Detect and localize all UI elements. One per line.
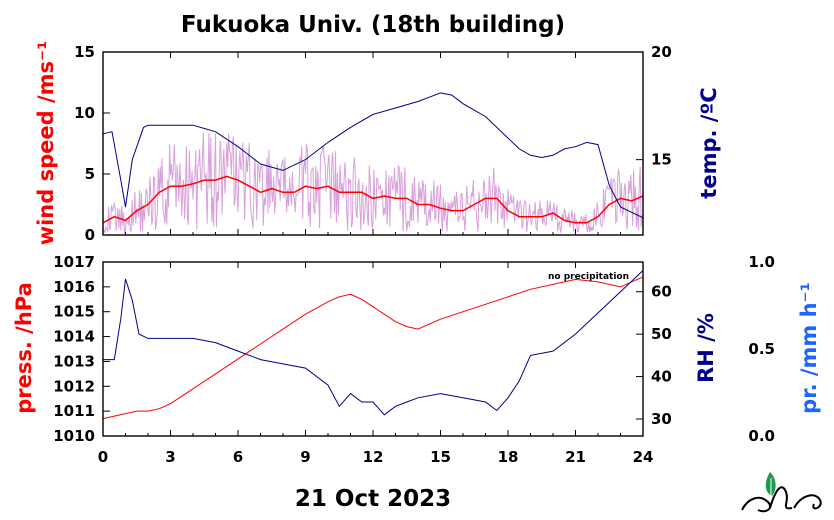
bottom-left-tick-label: 1013 [53, 352, 95, 370]
top-wind-speed-line [102, 175, 644, 224]
x-tick-label: 9 [300, 448, 310, 466]
x-tick-label: 15 [430, 448, 451, 466]
precipitation-note: no precipitation [548, 272, 629, 282]
x-tick-label: 6 [233, 448, 243, 466]
top-temperature-line [102, 92, 644, 219]
bottom-left-tick-label: 1011 [53, 402, 95, 420]
top-left-tick-label: 0 [85, 226, 95, 244]
chart-title: Fukuoka Univ. (18th building) [181, 12, 565, 38]
bottom-right-tick-label: 50 [651, 325, 672, 343]
precip-axis-label: pr. /mm h⁻¹ [797, 282, 821, 414]
bottom-pressure-line [102, 276, 644, 420]
bottom-left-tick-label: 1010 [53, 427, 95, 445]
x-tick-label: 21 [565, 448, 586, 466]
bottom-left-tick-label: 1015 [53, 303, 95, 321]
top-left-tick-label: 15 [74, 43, 95, 61]
x-tick-label: 18 [498, 448, 519, 466]
top-right-tick-label: 15 [651, 151, 672, 169]
bottom-right-tick-label: 60 [651, 283, 672, 301]
bottom-panel-frame [102, 261, 644, 437]
bottom-left-tick-label: 1016 [53, 278, 95, 296]
top-left-tick-label: 10 [74, 104, 95, 122]
rh-axis-label: RH /% [694, 313, 718, 383]
precip-tick-label: 0.0 [748, 427, 775, 445]
x-tick-label: 3 [165, 448, 175, 466]
top-left-tick-label: 5 [85, 165, 95, 183]
bottom-right-tick-label: 40 [651, 368, 672, 386]
bottom-panel: 1010101110121013101410151016101730405060… [12, 253, 821, 466]
x-tick-label: 0 [98, 448, 108, 466]
bottom-right-tick-label: 30 [651, 410, 672, 428]
top-raw-series-line [102, 132, 643, 235]
bottom-left-tick-label: 1017 [53, 253, 95, 271]
precip-tick-label: 1.0 [748, 253, 775, 271]
precip-tick-label: 0.5 [748, 340, 775, 358]
institution-logo [741, 472, 822, 513]
bottom-left-tick-label: 1012 [53, 377, 95, 395]
bottom-left-tick-label: 1014 [53, 328, 95, 346]
top-panel: 0 5 10 15 15 20 wind speed /ms⁻¹ temp. /ºC [34, 41, 721, 246]
date-label: 21 Oct 2023 [295, 486, 451, 512]
bottom-rh-line [103, 270, 644, 416]
temperature-axis-label: temp. /ºC [697, 87, 721, 198]
wind-speed-axis-label: wind speed /ms⁻¹ [34, 41, 58, 246]
top-right-tick-label: 20 [651, 43, 672, 61]
pressure-axis-label: press. /hPa [12, 282, 36, 414]
x-tick-label: 12 [363, 448, 384, 466]
x-tick-label: 24 [633, 448, 654, 466]
